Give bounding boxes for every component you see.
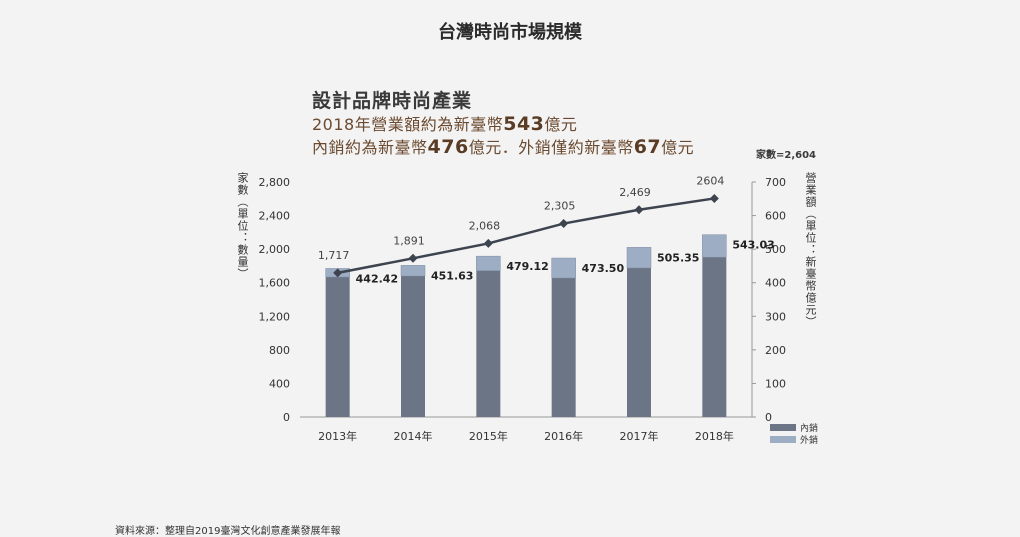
line-series [333, 193, 719, 278]
headline-split-line: 內銷約為新臺幣476億元．外銷僅約新臺幣67億元 [312, 134, 694, 158]
y-left-tick-label: 1,200 [259, 310, 291, 323]
export-prefix: 億元．外銷僅約新臺幣 [468, 138, 634, 157]
y-left-tick-label: 0 [283, 411, 290, 424]
y-right-tick-label: 100 [765, 377, 786, 390]
x-tick-label: 2017年 [620, 429, 659, 443]
x-tick-label: 2013年 [318, 429, 357, 443]
count-label: 2,068 [469, 219, 501, 232]
bar-domestic [401, 276, 425, 417]
count-point [559, 219, 569, 229]
count-point [408, 253, 418, 263]
legend-swatch-export [770, 436, 796, 443]
domestic-value: 476 [427, 136, 469, 158]
legend-label-domestic: 內銷 [800, 422, 818, 434]
legend-label-export: 外銷 [800, 434, 818, 446]
x-tick-label: 2014年 [394, 429, 433, 443]
y-right-tick-label: 200 [765, 344, 786, 357]
source-note: 資料來源：整理自2019臺灣文化創意產業發展年報 [115, 526, 341, 537]
bar-total-label: 479.12 [506, 260, 548, 273]
y-left-tick-label: 2,000 [259, 243, 291, 256]
bar-export [702, 234, 727, 258]
bar-domestic [476, 270, 501, 417]
bar-domestic [325, 277, 350, 417]
x-tick-label: 2015年 [469, 429, 508, 443]
y-right-tick-label: 400 [765, 277, 786, 290]
y-right-tick-label: 300 [765, 310, 786, 323]
revenue-prefix: 2018年營業額約為新臺幣 [312, 115, 504, 134]
bar-export [400, 265, 426, 277]
bar-export [551, 257, 576, 279]
y-right-tick-label: 500 [765, 243, 786, 256]
export-suffix: 億元 [661, 138, 695, 157]
bar-total-label: 505.35 [657, 251, 699, 264]
y-left-tick-label: 400 [269, 377, 290, 390]
x-tick-label: 2018年 [695, 429, 734, 443]
count-label: 2,469 [619, 186, 651, 199]
y-axis-left-title: 家數（單位：數量） [236, 172, 249, 280]
y-left-tick-label: 800 [269, 344, 290, 357]
data-labels: 442.42 451.63 479.12 473.50 505.35 543.03 1,71… [318, 174, 775, 285]
domestic-prefix: 內銷約為新臺幣 [312, 138, 428, 157]
bar-export [476, 255, 501, 271]
y-axis-right-title: 營業額（單位：新臺幣億元） [804, 172, 817, 328]
y-right-tick-label: 700 [765, 176, 786, 189]
export-value: 67 [633, 136, 662, 158]
bar-export [626, 247, 652, 269]
bar-domestic [702, 257, 727, 417]
count-label: 1,891 [393, 234, 425, 247]
bar-total-label: 451.63 [431, 269, 473, 282]
count-label: 2,305 [544, 200, 576, 213]
y-right-tick-label: 0 [765, 411, 772, 424]
count-point [709, 193, 719, 203]
headline-title: 設計品牌時尚產業 [312, 90, 473, 112]
revenue-value: 543 [503, 113, 545, 135]
bar-total-label: 543.03 [732, 239, 774, 252]
headline-revenue-line: 2018年營業額約為新臺幣543億元 [312, 111, 577, 135]
count-point [333, 268, 343, 278]
bar-total-label: 442.42 [356, 272, 398, 285]
count-point [634, 205, 644, 215]
bar-domestic [551, 278, 576, 417]
y-left-tick-label: 2,800 [259, 176, 291, 189]
y-left-tick-label: 2,400 [259, 210, 291, 223]
bar-domestic [627, 267, 651, 417]
page-title: 台灣時尚市場規模 [438, 22, 582, 43]
y-right-tick-label: 600 [765, 210, 786, 223]
revenue-suffix: 億元 [544, 115, 578, 134]
bars [325, 234, 727, 417]
count-label: 1,717 [318, 249, 350, 262]
count-label: 2604 [696, 174, 724, 187]
y-left-tick-label: 1,600 [259, 277, 291, 290]
bar-total-label: 473.50 [582, 262, 625, 275]
count-note: 家數=2,604 [756, 150, 817, 161]
axes: 0 400 800 1,200 1,600 2,000 2,400 2,800 0 100 200 3… [259, 176, 787, 443]
count-line [337, 197, 715, 275]
legend-swatch-domestic [770, 424, 796, 431]
x-tick-label: 2016年 [544, 429, 583, 443]
count-point [483, 238, 493, 248]
